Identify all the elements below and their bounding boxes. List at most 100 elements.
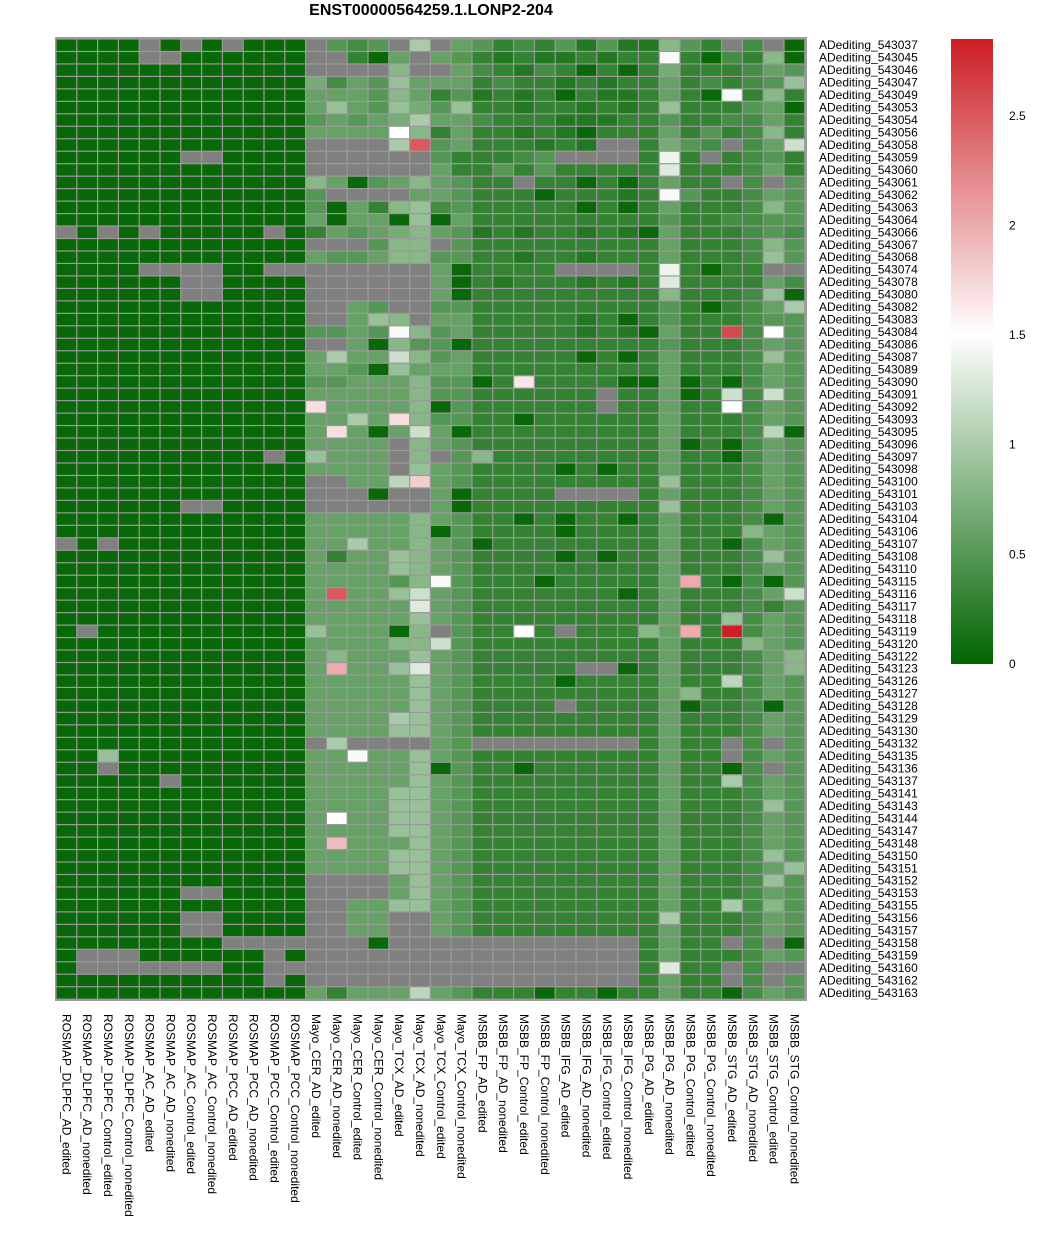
heatmap-cell bbox=[639, 338, 659, 351]
heatmap-cell bbox=[451, 226, 472, 238]
heatmap-cell bbox=[535, 488, 555, 500]
heatmap-cell bbox=[618, 239, 638, 251]
heatmap-cell bbox=[327, 201, 347, 213]
heatmap-cell bbox=[264, 189, 285, 201]
heatmap-cell bbox=[139, 214, 160, 226]
heatmap-cell bbox=[368, 214, 389, 226]
heatmap-cell bbox=[347, 114, 368, 126]
heatmap-cell bbox=[743, 737, 763, 750]
heatmap-cell bbox=[389, 114, 409, 126]
heatmap-cell bbox=[181, 351, 201, 363]
heatmap-cell bbox=[410, 388, 430, 401]
heatmap-cell bbox=[264, 164, 285, 176]
heatmap-cell bbox=[119, 600, 139, 613]
heatmap-cell bbox=[514, 326, 534, 338]
heatmap-cell bbox=[576, 588, 597, 600]
heatmap-cell bbox=[555, 438, 576, 450]
heatmap-cell bbox=[555, 850, 576, 862]
heatmap-cell bbox=[119, 912, 139, 924]
heatmap-cell bbox=[472, 500, 493, 513]
heatmap-cell bbox=[119, 351, 139, 363]
heatmap-cell bbox=[202, 500, 222, 513]
heatmap-cell bbox=[285, 476, 305, 488]
heatmap-cell bbox=[264, 289, 285, 301]
heatmap-cell bbox=[119, 451, 139, 463]
heatmap-cell bbox=[139, 463, 160, 475]
heatmap-cell bbox=[472, 650, 493, 662]
heatmap-cell bbox=[264, 825, 285, 837]
heatmap-cell bbox=[56, 226, 77, 238]
heatmap-cell bbox=[223, 712, 243, 725]
row-label: ADediting_543059 bbox=[819, 150, 918, 164]
heatmap-cell bbox=[223, 588, 243, 600]
heatmap-cell bbox=[98, 151, 118, 164]
heatmap-cell bbox=[223, 937, 243, 949]
heatmap-cell bbox=[659, 438, 680, 450]
column-labels: ROSMAP_DLPFC_AD_edited ROSMAP_DLPFC_AD_no… bbox=[59, 1014, 801, 1217]
heatmap-cell bbox=[680, 663, 701, 675]
heatmap-cell bbox=[181, 613, 201, 625]
heatmap-cell bbox=[493, 338, 513, 351]
heatmap-cell bbox=[119, 64, 139, 76]
heatmap-cell bbox=[264, 538, 285, 550]
heatmap-cell bbox=[597, 650, 617, 662]
heatmap-cell bbox=[597, 151, 617, 164]
heatmap-cell bbox=[77, 675, 97, 687]
heatmap-cell bbox=[181, 451, 201, 463]
heatmap-cell bbox=[659, 525, 680, 538]
row-label: ADediting_543098 bbox=[819, 462, 918, 476]
heatmap-cell bbox=[701, 376, 721, 388]
heatmap-cell bbox=[555, 376, 576, 388]
heatmap-cell bbox=[680, 924, 701, 937]
heatmap-cell bbox=[784, 625, 805, 637]
heatmap-cell bbox=[722, 775, 742, 787]
heatmap-cell bbox=[264, 77, 285, 89]
heatmap-cell bbox=[555, 363, 576, 376]
heatmap-cell bbox=[347, 725, 368, 737]
heatmap-cell bbox=[285, 837, 305, 849]
heatmap-cell bbox=[535, 550, 555, 563]
heatmap-cell bbox=[535, 276, 555, 288]
heatmap-cell bbox=[472, 176, 493, 189]
heatmap-cell bbox=[784, 949, 805, 962]
heatmap-cell bbox=[535, 825, 555, 837]
heatmap-cell bbox=[139, 613, 160, 625]
heatmap-cell bbox=[264, 837, 285, 849]
heatmap-cell bbox=[98, 987, 118, 999]
heatmap-cell bbox=[555, 388, 576, 401]
heatmap-cell bbox=[597, 887, 617, 899]
heatmap-cell bbox=[139, 114, 160, 126]
heatmap-cell bbox=[410, 289, 430, 301]
heatmap-cell bbox=[431, 837, 451, 849]
heatmap-cell bbox=[472, 226, 493, 238]
heatmap-cell bbox=[410, 413, 430, 425]
heatmap-cell bbox=[597, 812, 617, 825]
heatmap-cell bbox=[98, 114, 118, 126]
heatmap-cell bbox=[56, 52, 77, 64]
heatmap-cell bbox=[181, 251, 201, 263]
heatmap-cell bbox=[410, 114, 430, 126]
heatmap-cell bbox=[98, 538, 118, 550]
heatmap-cell bbox=[264, 862, 285, 874]
heatmap-cell bbox=[77, 750, 97, 762]
heatmap-cell bbox=[472, 862, 493, 874]
heatmap-cell bbox=[77, 725, 97, 737]
heatmap-cell bbox=[576, 189, 597, 201]
heatmap-cell bbox=[618, 550, 638, 563]
heatmap-cell bbox=[431, 388, 451, 401]
heatmap-cell bbox=[181, 588, 201, 600]
row-label: ADediting_543148 bbox=[819, 836, 918, 850]
heatmap-cell bbox=[784, 401, 805, 413]
heatmap-cell bbox=[389, 488, 409, 500]
heatmap-cell bbox=[160, 775, 181, 787]
heatmap-cell bbox=[119, 126, 139, 139]
heatmap-cell bbox=[639, 376, 659, 388]
heatmap-cell bbox=[119, 264, 139, 276]
heatmap-cell bbox=[431, 476, 451, 488]
heatmap-cell bbox=[368, 937, 389, 949]
row-label: ADediting_543130 bbox=[819, 724, 918, 738]
heatmap-cell bbox=[514, 862, 534, 874]
row-label: ADediting_543082 bbox=[819, 300, 918, 314]
heatmap-cell bbox=[243, 663, 264, 675]
heatmap-cell bbox=[389, 525, 409, 538]
